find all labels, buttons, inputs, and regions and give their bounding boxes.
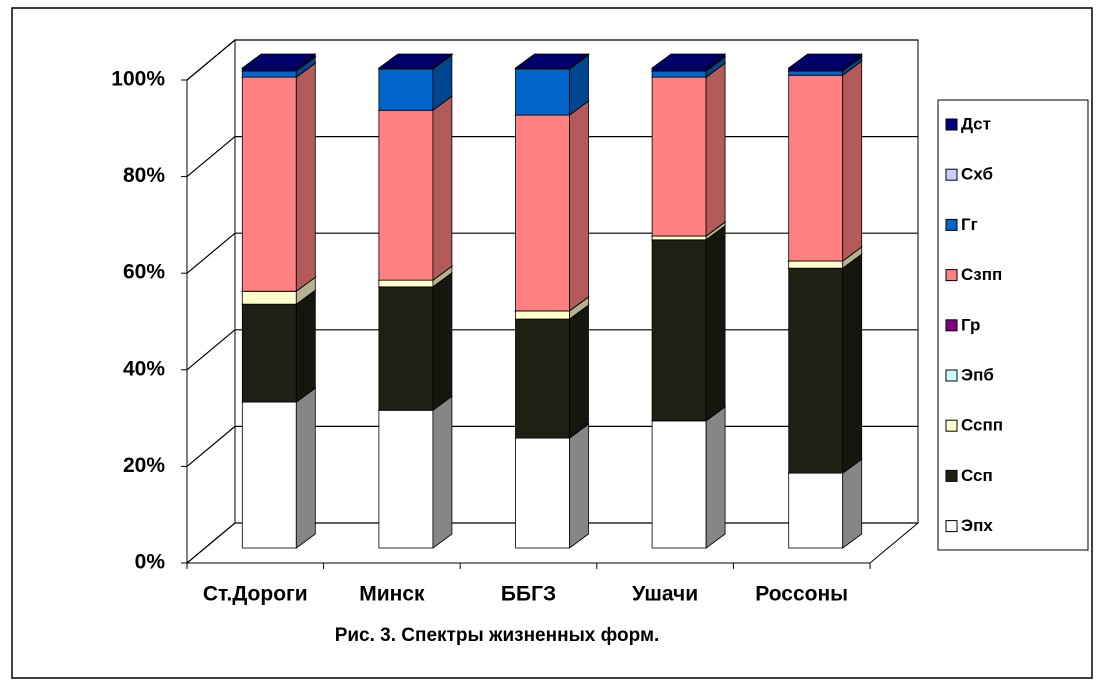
bar-side — [295, 387, 316, 549]
legend-swatch — [945, 520, 958, 533]
bar-segment — [378, 409, 434, 549]
bar-segment — [651, 67, 707, 72]
bar-segment — [788, 267, 844, 474]
x-tick-label: ББГЗ — [501, 583, 556, 606]
legend-label: Эпх — [961, 516, 993, 535]
legend-swatch — [945, 168, 958, 181]
legend-swatch — [945, 269, 958, 282]
legend-swatch — [945, 419, 958, 432]
legend-swatch — [945, 218, 958, 231]
legend-swatch — [945, 319, 958, 332]
x-tick-label: Минск — [359, 583, 425, 606]
bar-segment — [378, 109, 434, 281]
legend-label: Гг — [961, 215, 978, 234]
x-tick-label: Ст.Дороги — [203, 583, 308, 606]
legend-label: Дст — [961, 114, 991, 133]
bar-segment — [788, 260, 844, 269]
bar-side — [432, 95, 453, 281]
x-tick-label: Россоны — [755, 583, 848, 606]
legend-swatch — [945, 369, 958, 382]
bar-segment — [241, 67, 297, 72]
y-tick-label: 20% — [123, 454, 165, 477]
bar-segment — [515, 310, 570, 320]
bar-top — [241, 53, 317, 69]
legend-swatch — [945, 469, 958, 482]
bar-side — [569, 100, 589, 312]
bar-side — [569, 304, 589, 439]
x-tick-label: Ушачи — [632, 583, 698, 606]
bar-segment — [651, 70, 707, 78]
bar-segment — [651, 76, 707, 237]
bar-side — [705, 406, 726, 549]
bar-side — [705, 62, 726, 237]
bar-segment — [788, 74, 844, 262]
bar-side — [295, 289, 316, 403]
bar-side — [842, 60, 863, 262]
bar-segment — [378, 68, 434, 111]
bar-side — [432, 395, 453, 549]
bar-segment — [651, 235, 707, 241]
bar-side — [842, 458, 863, 549]
bar-segment — [515, 318, 570, 439]
bar-segment — [788, 70, 844, 76]
legend-label: Сспп — [961, 416, 1003, 435]
bar-segment — [651, 239, 707, 422]
bar-segment — [378, 286, 434, 411]
legend-box — [937, 99, 1089, 551]
bar-segment — [378, 279, 434, 288]
bar-segment — [515, 68, 570, 116]
back-wall — [186, 38, 236, 565]
legend-label: Ссп — [961, 466, 993, 485]
bar-segment — [515, 437, 570, 549]
bar-segment — [241, 303, 297, 403]
chart-title: Рис. 3. Спектры жизненных форм. — [335, 625, 660, 646]
grid-line — [186, 39, 918, 81]
bar-segment — [241, 76, 297, 292]
bar-top — [377, 53, 454, 69]
bar-side — [295, 62, 316, 292]
bar-segment — [241, 290, 297, 305]
y-tick-label: 0% — [135, 551, 166, 574]
legend-swatch — [945, 118, 958, 131]
y-tick-label: 100% — [111, 68, 165, 91]
bar-side — [705, 225, 726, 422]
legend-label: Гр — [961, 315, 980, 334]
y-tick-label: 40% — [123, 357, 165, 380]
bar-side — [842, 253, 863, 474]
bar-segment — [651, 420, 707, 549]
bar-side — [569, 423, 589, 549]
bar-segment — [241, 70, 297, 78]
bar-segment — [515, 114, 570, 312]
legend-label: Эпб — [961, 365, 994, 384]
bar-top — [650, 53, 727, 69]
y-tick-label: 60% — [123, 261, 165, 284]
legend-label: Схб — [961, 165, 993, 184]
bar-segment — [241, 401, 297, 549]
legend-label: Сзпп — [961, 265, 1002, 284]
bar-segment — [788, 67, 844, 72]
bar-top — [514, 53, 590, 69]
bar-top — [787, 53, 863, 69]
bar-side — [432, 272, 453, 412]
y-tick-label: 80% — [123, 164, 165, 187]
bar-segment — [788, 472, 844, 549]
